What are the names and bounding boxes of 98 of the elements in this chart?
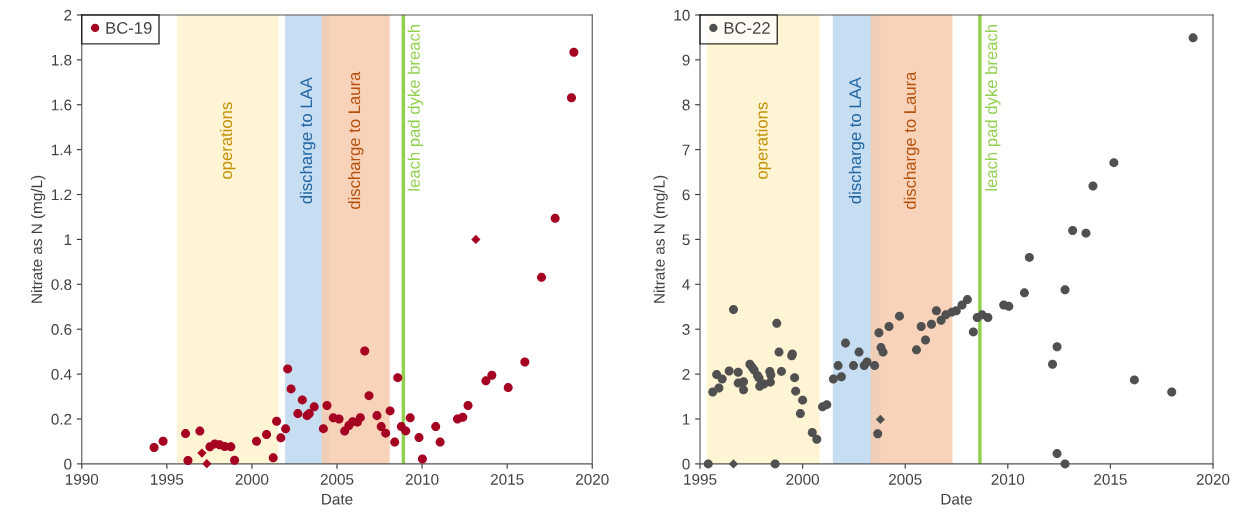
y-tick-label: 1	[64, 234, 72, 245]
x-tick-label: 2010	[991, 474, 1025, 485]
x-tick-label: 1995	[684, 474, 717, 485]
y-tick-label: 1.8	[51, 54, 72, 66]
point	[520, 357, 530, 367]
point	[481, 376, 491, 386]
band-label: discharge to LAA	[848, 77, 865, 204]
point	[458, 412, 468, 422]
point	[334, 414, 344, 424]
point	[550, 213, 560, 223]
point	[463, 401, 473, 411]
band-label: discharge to LAA	[299, 77, 316, 204]
point	[252, 436, 262, 446]
point	[569, 47, 579, 57]
point	[195, 426, 205, 436]
y-tick-label: 4	[682, 279, 690, 290]
point	[293, 409, 303, 419]
y-tick-label: 0	[682, 458, 690, 470]
point	[322, 401, 332, 411]
point	[381, 428, 391, 438]
point	[309, 402, 319, 412]
y-axis-title: Nitrate as N (mg/L)	[653, 175, 668, 303]
y-tick-label: 9	[682, 54, 690, 66]
point	[372, 411, 382, 421]
point	[181, 429, 191, 439]
point	[431, 422, 441, 432]
y-tick-label: 0.8	[51, 279, 72, 290]
y-tick-label: 1.2	[51, 189, 72, 201]
y-tick-label: 5	[682, 234, 690, 246]
y-tick-label: 8	[682, 99, 690, 111]
point	[435, 437, 445, 447]
x-tick-label: 2015	[1094, 474, 1127, 485]
band-label: discharge to Laura	[903, 71, 920, 209]
point	[355, 413, 365, 423]
band-label: operations	[219, 102, 236, 179]
point	[401, 426, 411, 436]
ref-line-label: leach pad dyke breach	[985, 25, 1001, 191]
x-tick-label: 2005	[888, 474, 922, 485]
x-tick-label: 2000	[235, 474, 269, 485]
point	[283, 364, 293, 374]
x-tick-label: 2015	[490, 474, 524, 485]
point	[268, 453, 278, 463]
y-tick-label: 1.4	[51, 144, 72, 156]
y-tick-label: 0.2	[51, 413, 72, 425]
point	[262, 429, 272, 439]
point	[405, 413, 415, 423]
y-tick-label: 1	[682, 414, 690, 425]
point	[272, 416, 282, 426]
point	[537, 272, 547, 282]
point	[360, 346, 370, 356]
point	[158, 436, 168, 446]
y-tick-label: 0.6	[51, 324, 72, 335]
point	[230, 455, 240, 465]
point	[281, 424, 291, 434]
x-tick-label: 2020	[576, 474, 609, 485]
legend-label: BC-19	[106, 22, 152, 34]
point	[364, 391, 374, 401]
x-axis-title: Date	[941, 493, 972, 505]
y-tick-label: 1.6	[51, 99, 72, 111]
y-tick-label: 7	[682, 144, 690, 156]
point	[276, 433, 286, 443]
x-tick-label: 2000	[786, 474, 820, 485]
y-tick-label: 2	[682, 368, 690, 380]
x-tick-label: 1990	[65, 474, 99, 485]
point	[417, 454, 427, 464]
y-tick-label: 2	[64, 9, 72, 21]
point	[286, 384, 296, 394]
point	[297, 395, 307, 405]
point	[471, 234, 481, 245]
x-tick-label: 2020	[1196, 474, 1230, 485]
point	[202, 459, 212, 469]
point	[197, 448, 207, 458]
point	[183, 456, 193, 466]
point	[487, 370, 497, 380]
y-tick-label: 0	[64, 458, 72, 470]
legend-label: BC-22	[724, 22, 770, 34]
y-tick-label: 3	[682, 324, 690, 335]
point	[503, 383, 513, 393]
x-tick-label: 2010	[405, 474, 439, 485]
band-label: operations	[755, 102, 771, 179]
point	[226, 442, 236, 452]
y-axis-title: Nitrate as N (mg/L)	[31, 175, 46, 303]
point	[393, 373, 403, 383]
y-tick-label: 0.4	[51, 368, 72, 380]
point	[376, 422, 386, 432]
point	[149, 443, 159, 452]
band-label: discharge to Laura	[347, 71, 364, 209]
x-tick-label: 1995	[151, 474, 184, 485]
point	[390, 437, 400, 447]
ref-line-label: leach pad dyke breach	[407, 25, 424, 191]
x-tick-label: 2005	[320, 474, 354, 485]
point	[385, 406, 395, 416]
y-tick-label: 6	[682, 189, 690, 201]
x-axis-title: Date	[322, 493, 353, 505]
y-tick-label: 10	[674, 9, 690, 21]
point	[318, 424, 328, 434]
point	[414, 433, 424, 443]
point	[566, 93, 576, 103]
